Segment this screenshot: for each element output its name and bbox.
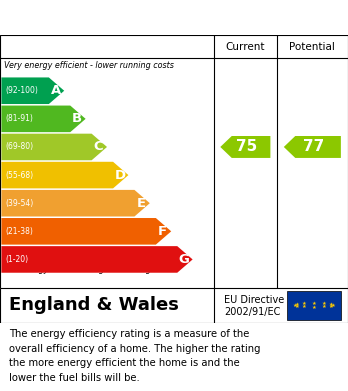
Text: ★: ★ (328, 304, 333, 309)
Polygon shape (1, 162, 128, 188)
Text: ★: ★ (302, 305, 307, 309)
Polygon shape (284, 136, 341, 158)
Text: G: G (179, 253, 190, 266)
Text: (1-20): (1-20) (6, 255, 29, 264)
Polygon shape (1, 134, 107, 160)
Text: 75: 75 (236, 140, 258, 154)
Text: Current: Current (226, 42, 265, 52)
Text: 77: 77 (303, 140, 325, 154)
Text: (55-68): (55-68) (6, 170, 34, 179)
Text: EU Directive: EU Directive (224, 295, 285, 305)
Text: ★: ★ (312, 301, 316, 306)
Bar (287, 291, 341, 320)
Text: Energy Efficiency Rating: Energy Efficiency Rating (9, 11, 230, 26)
Text: (69-80): (69-80) (6, 142, 34, 151)
Text: ★: ★ (295, 304, 300, 309)
Text: The energy efficiency rating is a measure of the
overall efficiency of a home. T: The energy efficiency rating is a measur… (9, 329, 260, 383)
Text: Not energy efficient - higher running costs: Not energy efficient - higher running co… (4, 265, 174, 274)
Text: 2002/91/EC: 2002/91/EC (224, 307, 281, 317)
Text: ★: ★ (293, 303, 297, 308)
Text: ★: ★ (328, 302, 333, 307)
Text: C: C (94, 140, 103, 154)
Text: A: A (50, 84, 61, 97)
Text: ★: ★ (295, 302, 300, 307)
Polygon shape (1, 246, 193, 273)
Polygon shape (1, 190, 150, 217)
Text: ★: ★ (321, 301, 326, 306)
Text: ★: ★ (302, 301, 307, 306)
Text: B: B (72, 112, 82, 126)
Polygon shape (1, 77, 64, 104)
Text: (92-100): (92-100) (6, 86, 38, 95)
Polygon shape (1, 218, 171, 245)
Text: (81-91): (81-91) (6, 114, 33, 123)
Text: Very energy efficient - lower running costs: Very energy efficient - lower running co… (4, 61, 174, 70)
Text: E: E (137, 197, 146, 210)
Text: (21-38): (21-38) (6, 227, 33, 236)
Text: F: F (158, 225, 167, 238)
Polygon shape (1, 106, 86, 132)
Text: (39-54): (39-54) (6, 199, 34, 208)
Text: D: D (114, 169, 126, 181)
Polygon shape (220, 136, 270, 158)
Text: Potential: Potential (290, 42, 335, 52)
Text: England & Wales: England & Wales (9, 296, 179, 314)
Text: ★: ★ (331, 303, 335, 308)
Text: ★: ★ (321, 305, 326, 309)
Text: ★: ★ (312, 305, 316, 310)
